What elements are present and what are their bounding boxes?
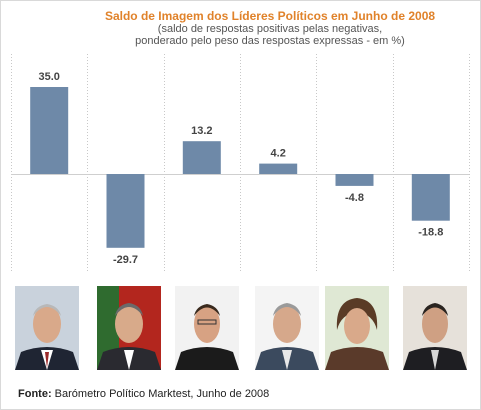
data-label-3: 13.2	[191, 125, 212, 137]
data-label-4: 4.2	[271, 148, 286, 160]
portrait-photo-1	[15, 286, 79, 370]
source-label: Fonte:	[18, 388, 52, 400]
portrait-photo-5	[325, 286, 389, 370]
bar-5	[335, 174, 374, 186]
data-label-5: -4.8	[345, 192, 364, 204]
chart-subtitle: (saldo de respostas positivas pelas nega…	[40, 23, 481, 47]
data-label-2: -29.7	[113, 254, 138, 266]
bar-1	[30, 87, 69, 174]
source-text: Barómetro Político Marktest, Junho de 20…	[54, 388, 270, 400]
portrait-photo-2	[97, 286, 161, 370]
portrait-photo-4	[255, 286, 319, 370]
bar-2	[106, 174, 145, 248]
portrait-photo-6	[403, 286, 467, 370]
source-note: Fonte: Barómetro Político Marktest, Junh…	[18, 388, 269, 400]
bar-3	[182, 141, 221, 174]
bar-6	[411, 174, 450, 221]
bar-4	[259, 163, 298, 174]
bar-chart: 35.0 -29.7 13.2 4.2 -4.8 -18.8	[11, 54, 470, 271]
chart-subtitle-line-1: (saldo de respostas positivas pelas nega…	[157, 23, 383, 35]
data-label-6: -18.8	[418, 227, 443, 239]
chart-subtitle-line-2: ponderado pelo peso das respostas expres…	[135, 35, 405, 47]
data-label-1: 35.0	[38, 71, 59, 83]
portrait-photo-3	[175, 286, 239, 370]
chart-title: Saldo de Imagem dos Líderes Políticos em…	[104, 9, 436, 23]
